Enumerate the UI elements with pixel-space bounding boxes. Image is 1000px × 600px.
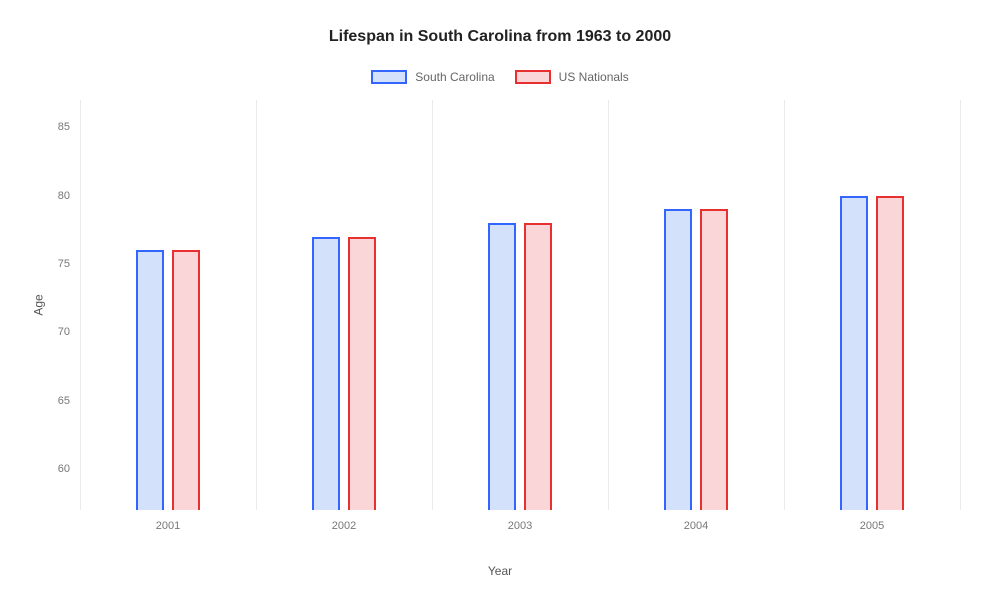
- bar[interactable]: [488, 223, 516, 510]
- bar[interactable]: [348, 237, 376, 510]
- chart-title: Lifespan in South Carolina from 1963 to …: [0, 28, 1000, 46]
- grid-line: [80, 100, 81, 510]
- legend-label: US Nationals: [559, 70, 629, 84]
- grid-line: [256, 100, 257, 510]
- x-axis-title: Year: [488, 564, 512, 578]
- bar[interactable]: [524, 223, 552, 510]
- y-axis-title: Age: [32, 294, 46, 315]
- y-tick-label: 75: [58, 258, 70, 270]
- grid-line: [960, 100, 961, 510]
- bar[interactable]: [136, 250, 164, 510]
- x-tick-label: 2002: [332, 520, 356, 532]
- legend-item-us-nationals[interactable]: US Nationals: [515, 70, 629, 84]
- x-tick-label: 2003: [508, 520, 532, 532]
- legend-swatch: [515, 70, 551, 84]
- bar[interactable]: [700, 209, 728, 510]
- legend: South Carolina US Nationals: [0, 70, 1000, 84]
- plot-area: 20012002200320042005606570758085: [80, 100, 960, 510]
- bar[interactable]: [876, 196, 904, 510]
- y-tick-label: 70: [58, 326, 70, 338]
- y-tick-label: 80: [58, 190, 70, 202]
- legend-label: South Carolina: [415, 70, 494, 84]
- x-tick-label: 2005: [860, 520, 884, 532]
- x-tick-label: 2004: [684, 520, 708, 532]
- grid-line: [608, 100, 609, 510]
- bar[interactable]: [664, 209, 692, 510]
- y-tick-label: 65: [58, 395, 70, 407]
- chart-container: Lifespan in South Carolina from 1963 to …: [0, 0, 1000, 600]
- legend-item-south-carolina[interactable]: South Carolina: [371, 70, 494, 84]
- bar[interactable]: [840, 196, 868, 510]
- x-tick-label: 2001: [156, 520, 180, 532]
- bar[interactable]: [172, 250, 200, 510]
- grid-line: [784, 100, 785, 510]
- grid-line: [432, 100, 433, 510]
- legend-swatch: [371, 70, 407, 84]
- y-tick-label: 85: [58, 121, 70, 133]
- y-tick-label: 60: [58, 463, 70, 475]
- bar[interactable]: [312, 237, 340, 510]
